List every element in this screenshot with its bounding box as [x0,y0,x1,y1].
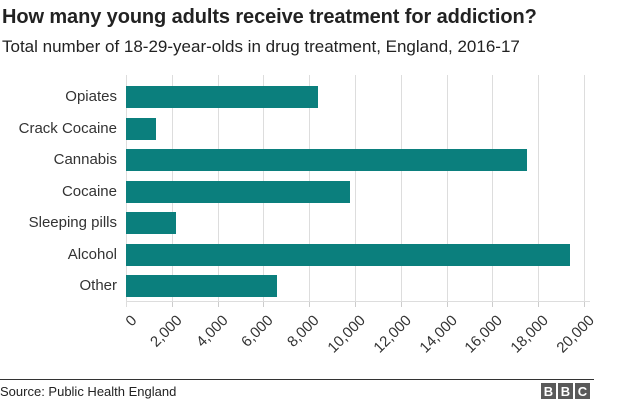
bbc-logo: B B C [541,383,590,399]
x-tick [218,301,219,307]
bbc-logo-letter: B [541,383,556,399]
x-tick [263,301,264,307]
category-label: Alcohol [67,246,117,263]
bar-alcohol [126,244,570,266]
x-tick-label: 18,000 [507,312,553,357]
x-tick-label: 14,000 [416,312,462,357]
x-gridline [492,75,493,301]
x-tick [492,301,493,307]
category-label: Cannabis [53,151,117,168]
x-gridline [401,75,402,301]
x-tick-label: 0 [122,312,141,330]
x-tick-label: 4,000 [193,312,233,351]
x-tick [538,301,539,307]
bar-cocaine [126,181,350,203]
category-label: Opiates [65,88,117,105]
x-tick [584,301,585,307]
category-label: Cocaine [61,183,117,200]
x-tick-label: 12,000 [370,312,416,357]
source-note: Source: Public Health England [0,384,177,399]
x-tick [355,301,356,307]
bar-cannabis [126,149,527,171]
x-tick [401,301,402,307]
footer-divider [0,379,594,380]
x-tick-label: 2,000 [147,312,187,351]
x-gridline [584,75,585,301]
x-gridline [447,75,448,301]
category-label: Other [79,277,117,294]
x-gridline [355,75,356,301]
x-tick [309,301,310,307]
bbc-logo-letter: B [558,383,573,399]
bar-crack-cocaine [126,118,156,140]
chart-title: How many young adults receive treatment … [2,6,537,28]
x-tick-label: 10,000 [324,312,370,357]
x-axis-line [126,301,590,302]
x-tick-label: 8,000 [284,312,324,351]
x-tick-label: 20,000 [553,312,599,357]
bbc-logo-letter: C [575,383,590,399]
category-label: Sleeping pills [28,214,117,231]
x-gridline [538,75,539,301]
bar-other [126,275,277,297]
bar-opiates [126,86,318,108]
x-tick-label: 6,000 [238,312,278,351]
x-tick [172,301,173,307]
category-label: Crack Cocaine [18,120,117,137]
bar-sleeping-pills [126,212,176,234]
chart-subtitle: Total number of 18-29-year-olds in drug … [2,37,520,56]
x-tick [447,301,448,307]
x-tick-label: 16,000 [461,312,507,357]
